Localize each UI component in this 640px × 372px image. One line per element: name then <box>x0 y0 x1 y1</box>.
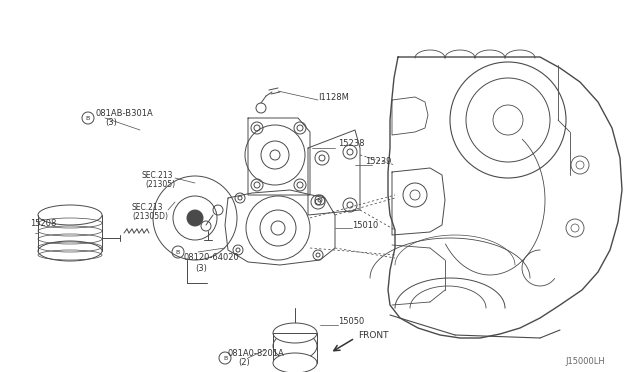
Ellipse shape <box>38 241 102 261</box>
Circle shape <box>187 210 203 226</box>
Text: (3): (3) <box>195 263 207 273</box>
Ellipse shape <box>38 205 102 225</box>
Text: 081AB-B301A: 081AB-B301A <box>95 109 153 118</box>
Text: J15000LH: J15000LH <box>565 357 605 366</box>
Text: SEC.213: SEC.213 <box>142 170 173 180</box>
Text: 08120-64020: 08120-64020 <box>183 253 239 263</box>
Circle shape <box>270 150 280 160</box>
Text: B: B <box>176 250 180 254</box>
Ellipse shape <box>273 323 317 343</box>
Text: FRONT: FRONT <box>358 330 388 340</box>
Text: 15050: 15050 <box>338 317 364 327</box>
Ellipse shape <box>273 353 317 372</box>
Text: B: B <box>223 356 227 360</box>
Text: SEC.213: SEC.213 <box>132 202 163 212</box>
Text: 15010: 15010 <box>352 221 378 230</box>
Ellipse shape <box>273 332 317 360</box>
Text: I1128M: I1128M <box>318 93 349 102</box>
Text: (21305D): (21305D) <box>132 212 168 221</box>
Text: 15238: 15238 <box>338 138 365 148</box>
Text: (2): (2) <box>238 359 250 368</box>
Text: B: B <box>86 115 90 121</box>
Text: (3): (3) <box>105 119 117 128</box>
Text: (21305): (21305) <box>145 180 175 189</box>
Text: 081A0-8201A: 081A0-8201A <box>228 349 285 357</box>
Text: 15208: 15208 <box>30 218 56 228</box>
Text: 15239: 15239 <box>365 157 392 167</box>
